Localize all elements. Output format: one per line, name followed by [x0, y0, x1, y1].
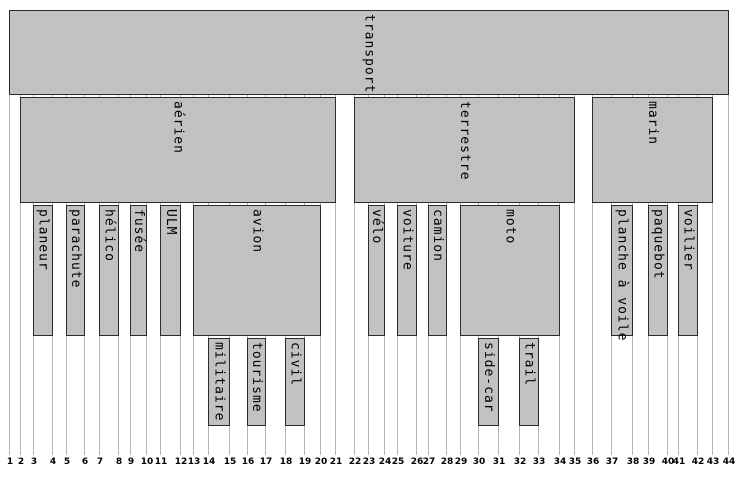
axis-tick-label: 36 — [586, 457, 600, 467]
axis-gridline — [9, 10, 10, 455]
axis-tick-label: 2 — [17, 457, 25, 467]
axis-tick-label: 40 — [661, 457, 675, 467]
node-bar-militaire: militaire — [208, 338, 230, 426]
axis-tick-label: 6 — [81, 457, 89, 467]
node-label: voiture — [399, 209, 415, 271]
node-bar-voilier: voilier — [678, 205, 698, 336]
axis-gridline — [335, 10, 336, 455]
axis-tick-label: 29 — [454, 457, 468, 467]
axis-tick-label: 31 — [492, 457, 506, 467]
axis-tick-label: 12 — [174, 457, 188, 467]
node-label: hélico — [101, 209, 117, 262]
axis-tick-label: 13 — [187, 457, 201, 467]
axis-tick-label: 11 — [154, 457, 168, 467]
axis-tick-label: 5 — [63, 457, 71, 467]
axis-tick-label: 30 — [472, 457, 486, 467]
axis-gridline — [728, 10, 729, 455]
node-label: trail — [521, 342, 537, 387]
node-bar-a-rien: aérien — [20, 97, 336, 203]
node-label: camion — [430, 209, 445, 262]
node-bar-civil: civil — [285, 338, 305, 426]
node-bar-fus-e: fusée — [130, 205, 147, 336]
node-label: aérien — [170, 101, 186, 154]
node-label: civil — [287, 342, 303, 387]
node-bar-h-lico: hélico — [99, 205, 119, 336]
node-label: tourisme — [249, 342, 264, 413]
node-label: avion — [249, 209, 265, 254]
axis-tick-label: 39 — [642, 457, 656, 467]
node-label: paquebot — [650, 209, 666, 280]
node-label: fusée — [131, 209, 146, 254]
node-label: terrestre — [457, 101, 472, 181]
axis-tick-label: 7 — [96, 457, 104, 467]
axis-tick-label: 33 — [532, 457, 546, 467]
axis-tick-label: 24 — [378, 457, 392, 467]
axis-tick-label: 42 — [691, 457, 705, 467]
node-label: ULM — [163, 209, 178, 236]
axis-tick-label: 34 — [553, 457, 567, 467]
node-bar-terrestre: terrestre — [354, 97, 575, 203]
axis-tick-label: 14 — [202, 457, 216, 467]
node-bar-trail: trail — [519, 338, 539, 426]
axis-tick-label: 26 — [410, 457, 424, 467]
axis-tick-label: 35 — [568, 457, 582, 467]
node-bar-avion: avion — [193, 205, 321, 336]
axis-gridline — [354, 10, 355, 455]
axis-tick-label: 37 — [605, 457, 619, 467]
node-label: planche à voile — [614, 209, 630, 342]
axis-tick-label: 43 — [706, 457, 720, 467]
axis-tick-label: 27 — [422, 457, 436, 467]
node-label: moto — [502, 209, 518, 245]
axis-tick-label: 3 — [30, 457, 38, 467]
axis-tick-label: 9 — [127, 457, 135, 467]
axis-tick-label: 38 — [626, 457, 640, 467]
node-bar-planche-voile: planche à voile — [611, 205, 633, 341]
axis-tick-label: 15 — [223, 457, 237, 467]
node-bar-marin: marin — [592, 97, 713, 203]
axis-tick-label: 10 — [140, 457, 154, 467]
node-bar-camion: camion — [428, 205, 447, 336]
axis-tick-label: 8 — [115, 457, 123, 467]
axis-tick-label: 4 — [49, 457, 57, 467]
axis-gridline — [574, 10, 575, 455]
node-label: planeur — [35, 209, 51, 271]
axis-tick-label: 44 — [722, 457, 736, 467]
node-bar-tourisme: tourisme — [247, 338, 266, 426]
axis-tick-label: 21 — [329, 457, 343, 467]
axis-tick-label: 23 — [362, 457, 376, 467]
node-bar-side-car: side-car — [478, 338, 499, 426]
axis-tick-label: 19 — [298, 457, 312, 467]
axis-tick-label: 32 — [513, 457, 527, 467]
node-bar-transport: transport — [9, 10, 729, 95]
axis-gridline — [20, 10, 21, 455]
node-label: parachute — [68, 209, 83, 289]
node-bar-paquebot: paquebot — [648, 205, 668, 336]
node-bar-v-lo: vélo — [368, 205, 385, 336]
node-label: side-car — [481, 342, 496, 413]
node-label: transport — [361, 14, 377, 94]
node-label: voilier — [680, 209, 696, 271]
axis-tick-label: 20 — [314, 457, 328, 467]
node-label: vélo — [369, 209, 384, 245]
node-bar-planeur: planeur — [33, 205, 53, 336]
node-bar-voiture: voiture — [397, 205, 417, 336]
node-bar-ulm: ULM — [160, 205, 181, 336]
node-label: marin — [645, 101, 660, 146]
axis-tick-label: 17 — [259, 457, 273, 467]
axis-tick-label: 28 — [440, 457, 454, 467]
axis-tick-label: 25 — [391, 457, 405, 467]
axis-tick-label: 22 — [348, 457, 362, 467]
axis-gridline — [592, 10, 593, 455]
axis-gridline — [712, 10, 713, 455]
node-bar-moto: moto — [460, 205, 560, 336]
axis-tick-label: 1 — [6, 457, 14, 467]
axis-tick-label: 16 — [241, 457, 255, 467]
node-bar-parachute: parachute — [66, 205, 85, 336]
axis-tick-label: 18 — [279, 457, 293, 467]
node-label: militaire — [211, 342, 227, 422]
axis-tick-label: 41 — [672, 457, 686, 467]
